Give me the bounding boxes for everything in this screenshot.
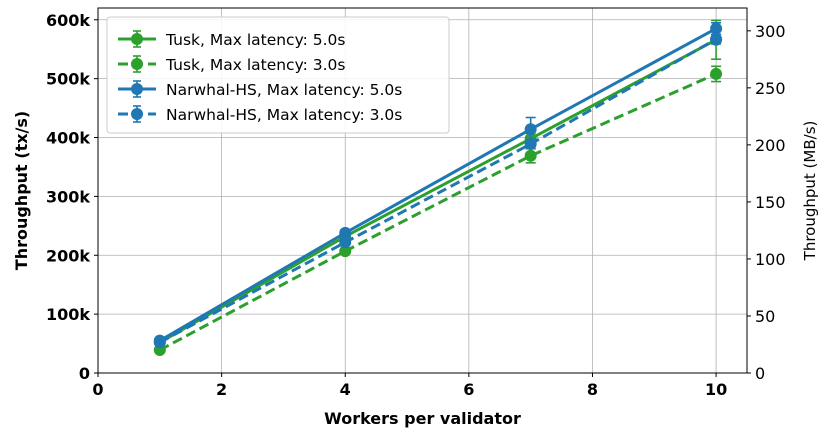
legend-label: Tusk, Max latency: 3.0s <box>165 56 346 74</box>
y-tick-label: 600k <box>46 11 90 30</box>
y2-tick-label: 100 <box>755 250 786 269</box>
x-tick-label: 10 <box>705 380 727 399</box>
x-tick-label: 4 <box>340 380 351 399</box>
legend-marker <box>131 83 143 95</box>
legend-box <box>106 16 450 134</box>
data-point <box>524 137 537 150</box>
y2-axis-title: Throughput (MB/s) <box>801 121 819 262</box>
legend-marker <box>131 108 143 120</box>
y2-tick-label: 50 <box>755 307 775 326</box>
data-point <box>710 22 723 35</box>
data-point <box>710 67 723 80</box>
legend-marker <box>131 33 143 45</box>
series-line <box>159 38 717 344</box>
y-tick-label: 200k <box>46 246 90 265</box>
y2-tick-label: 300 <box>755 22 786 41</box>
x-tick-label: 2 <box>216 380 227 399</box>
data-point <box>339 245 352 258</box>
x-tick-label: 6 <box>463 380 474 399</box>
data-point <box>710 33 723 46</box>
series-line <box>159 37 717 344</box>
legend-label: Tusk, Max latency: 5.0s <box>165 31 346 49</box>
x-tick-label: 0 <box>92 380 103 399</box>
y2-tick-label: 200 <box>755 136 786 155</box>
plot-frame <box>97 7 748 374</box>
data-point <box>339 236 352 249</box>
legend-label: Narwhal-HS, Max latency: 5.0s <box>166 81 402 99</box>
y2-tick-label: 250 <box>755 79 786 98</box>
x-axis-title: Workers per validator <box>324 409 521 428</box>
data-point <box>339 226 352 239</box>
data-point <box>153 336 166 349</box>
y2-tick-label: 0 <box>755 364 765 383</box>
series-1 <box>153 65 723 357</box>
x-tick-label: 8 <box>587 380 598 399</box>
y2-tick-label: 150 <box>755 193 786 212</box>
series-3 <box>153 33 723 349</box>
y-axis-title: Throughput (tx/s) <box>12 111 31 270</box>
plot-series <box>153 19 723 357</box>
y-tick-label: 300k <box>46 187 90 206</box>
y-tick-label: 0 <box>79 364 90 383</box>
legend-marker <box>131 58 143 70</box>
legend: Tusk, Max latency: 5.0s Tusk, Max latency… <box>106 16 450 134</box>
y-tick-label: 100k <box>46 305 90 324</box>
series-line <box>159 72 717 352</box>
axis-ticks: 0 2 4 6 8 100100k200k300k400k500k600k05010015… <box>46 11 786 399</box>
y-tick-label: 400k <box>46 129 90 148</box>
data-point <box>524 149 537 162</box>
y-tick-label: 500k <box>46 70 90 89</box>
series-line <box>159 27 717 342</box>
data-point <box>524 123 537 136</box>
legend-label: Narwhal-HS, Max latency: 3.0s <box>166 106 402 124</box>
